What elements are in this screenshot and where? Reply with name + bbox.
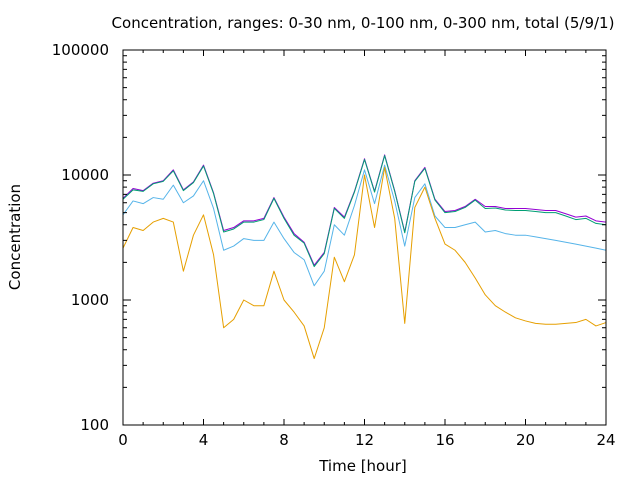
x-tick-label: 16: [435, 431, 454, 449]
series-line-4: [122, 166, 607, 360]
series-line-3: [122, 164, 607, 287]
y-tick-label: 1000: [71, 291, 109, 309]
x-tick-label: 24: [596, 431, 615, 449]
x-tick-label: 8: [279, 431, 289, 449]
x-tick-label: 4: [199, 431, 209, 449]
plot-frame: [122, 49, 607, 426]
series-line-2: [122, 155, 607, 268]
chart-title: Concentration, ranges: 0-30 nm, 0-100 nm…: [112, 14, 615, 32]
series-line-1: [122, 154, 607, 266]
y-tick-label: 100: [80, 416, 109, 434]
x-tick-label: 12: [355, 431, 374, 449]
x-tick-label: 0: [118, 431, 128, 449]
x-tick-label: 20: [516, 431, 535, 449]
y-axis-label: Concentration: [6, 184, 24, 290]
y-tick-label: 10000: [61, 166, 109, 184]
x-axis-label: Time [hour]: [318, 457, 407, 475]
series-layer: [122, 154, 607, 360]
y-tick-label: 100000: [52, 41, 109, 59]
